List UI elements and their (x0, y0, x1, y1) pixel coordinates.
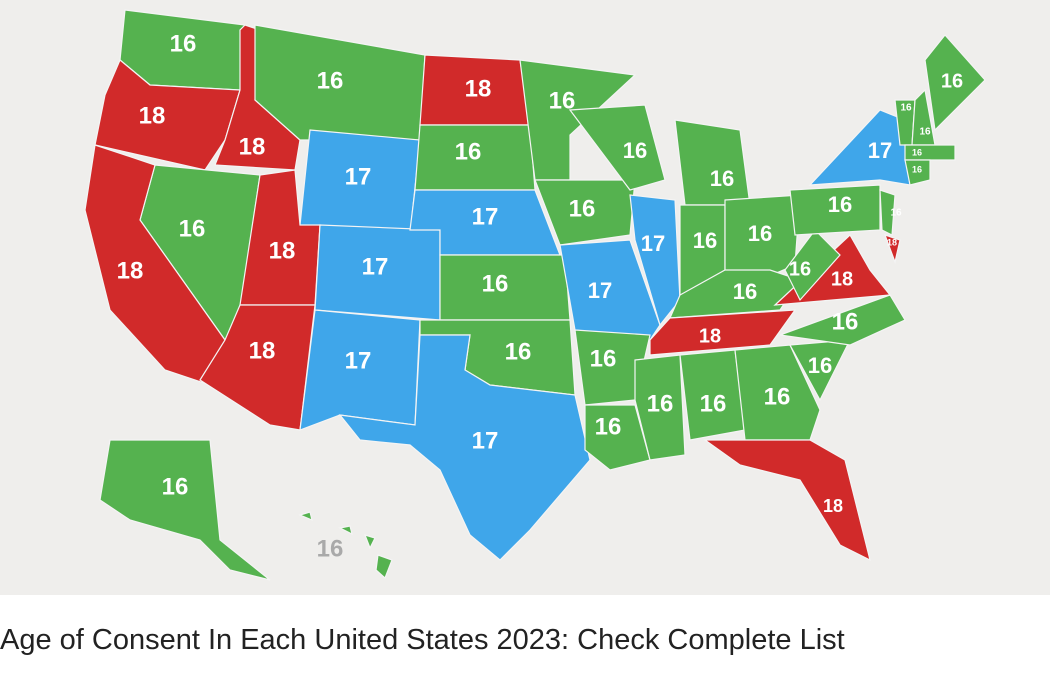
state (629, 194, 681, 327)
state (879, 189, 896, 236)
state-label: 18 (465, 75, 492, 102)
state (904, 159, 931, 186)
state-label: 18 (239, 133, 266, 160)
state-label: 18 (823, 496, 843, 516)
state-label: 18 (699, 325, 721, 347)
state-label: 16 (647, 390, 674, 417)
state-label: 16 (595, 413, 622, 440)
state (734, 344, 821, 441)
state (779, 294, 906, 346)
state-label: 17 (362, 253, 389, 280)
state-label: 17 (641, 231, 665, 256)
state-label: 16 (623, 138, 647, 163)
state-label: 17 (868, 138, 892, 163)
state (99, 439, 271, 581)
state-label: 16 (317, 535, 344, 562)
state (338, 525, 353, 536)
state-label: 16 (317, 67, 344, 94)
state (338, 334, 591, 561)
state-label: 17 (472, 203, 499, 230)
state (298, 511, 313, 522)
state-label: 16 (890, 208, 902, 219)
state-label: 16 (710, 166, 734, 191)
state-label: 16 (828, 192, 852, 217)
state-label: 16 (733, 279, 757, 304)
state (789, 184, 881, 236)
state (364, 534, 376, 550)
state-label: 17 (345, 163, 372, 190)
us-map: 16 18 18 16 17 16 18 18 18 17 17 18 16 17 16 16 17 16 16 17… (0, 0, 1050, 595)
state (559, 239, 661, 341)
state-label: 18 (117, 257, 144, 284)
state-label: 18 (269, 237, 296, 264)
state-label: 16 (162, 473, 189, 500)
state (568, 104, 666, 191)
state (375, 554, 393, 580)
caption: Age of Consent In Each United States 202… (0, 624, 845, 656)
state (674, 119, 751, 206)
state (94, 59, 241, 171)
state-label: 16 (912, 147, 922, 157)
state-label: 16 (179, 215, 206, 242)
state-label: 16 (912, 164, 922, 174)
state-label: 16 (832, 308, 859, 335)
state-label: 16 (505, 338, 532, 365)
state (703, 439, 871, 562)
state-label: 18 (831, 268, 853, 290)
state-label: 16 (482, 270, 509, 297)
state-label: 16 (919, 127, 931, 138)
state-label: 16 (170, 30, 197, 57)
state-label: 16 (941, 70, 963, 92)
state-label: 16 (748, 221, 772, 246)
state (884, 234, 901, 265)
state-label: 16 (808, 353, 832, 378)
state (924, 34, 986, 132)
state (649, 309, 797, 356)
state-label: 17 (588, 278, 612, 303)
state-label: 16 (693, 228, 717, 253)
state-label: 16 (455, 138, 482, 165)
state-label: 16 (900, 103, 912, 114)
state-label: 16 (764, 383, 791, 410)
state (789, 339, 852, 402)
state-label: 16 (569, 195, 596, 222)
state (534, 179, 636, 246)
state (634, 354, 686, 461)
state-label: 17 (345, 347, 372, 374)
state (584, 404, 651, 471)
state-label: 18 (887, 237, 897, 247)
state-label: 18 (139, 102, 166, 129)
state-label: 16 (789, 258, 811, 280)
state-label: 17 (472, 427, 499, 454)
state (784, 229, 841, 302)
state-label: 16 (700, 390, 727, 417)
state-label: 16 (590, 345, 617, 372)
state (904, 144, 956, 161)
state-label: 18 (249, 337, 276, 364)
